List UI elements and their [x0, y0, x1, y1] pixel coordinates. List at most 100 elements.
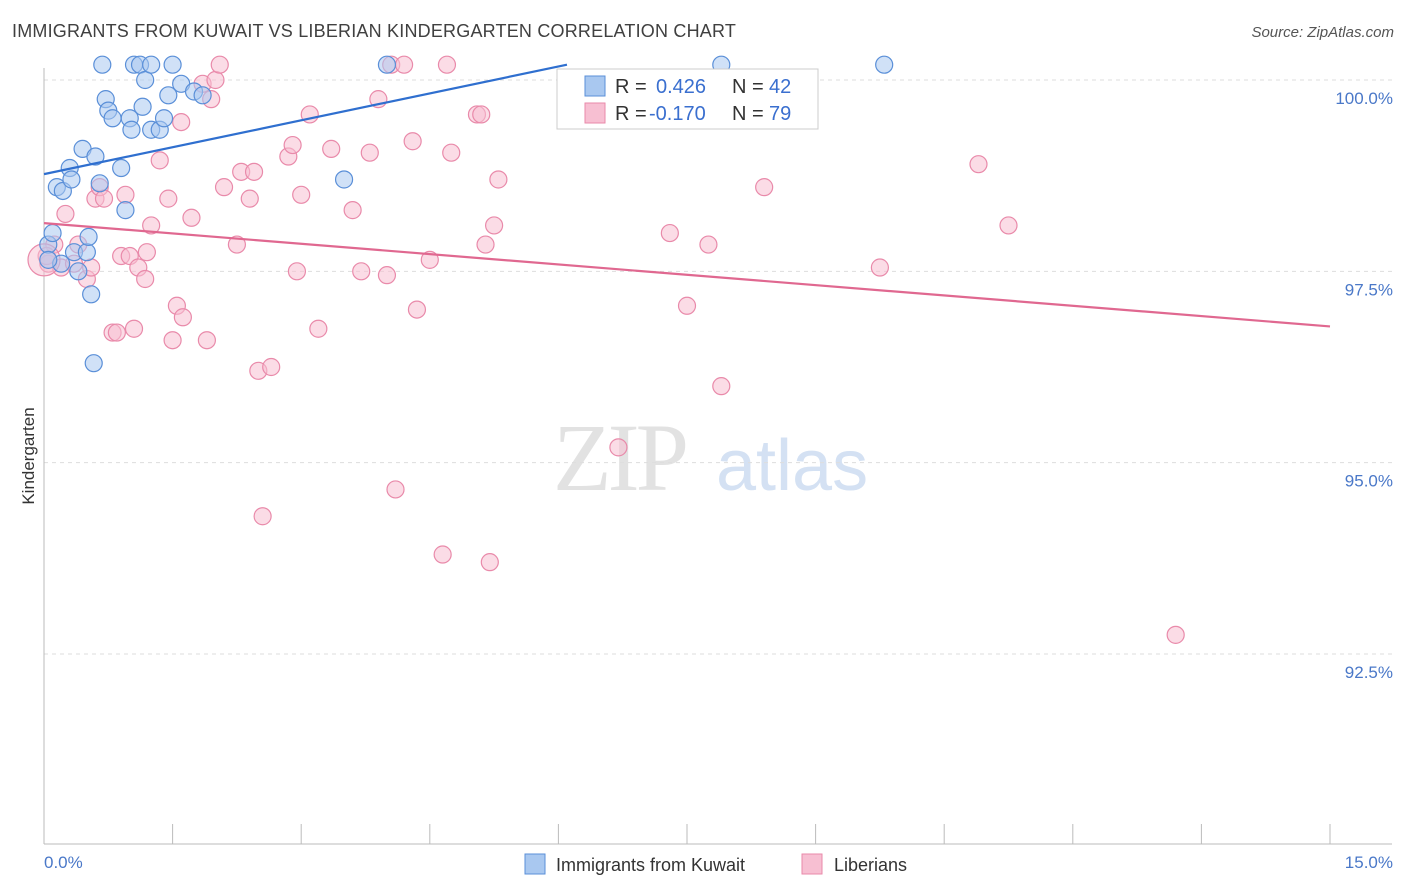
- kuwait-point-6: [62, 170, 81, 189]
- legend-liberians-swatch: [801, 853, 823, 875]
- kuwait-r-label: R =: [615, 76, 647, 98]
- legend-kuwait-label: Immigrants from Kuwait: [556, 855, 745, 875]
- kuwait-swatch: [584, 75, 606, 97]
- liberians-point-65: [480, 553, 499, 572]
- kuwait-point-23: [122, 120, 141, 139]
- kuwait-point-40: [875, 55, 894, 74]
- liberians-point-37: [244, 162, 264, 181]
- liberians-point-27: [182, 208, 201, 227]
- y-tick-labels: 100.0% 97.5% 95.0% 92.5%: [1335, 89, 1393, 682]
- liberians-point-56: [403, 132, 422, 151]
- y-tick-label-3: 92.5%: [1345, 663, 1393, 682]
- liberians-points: [27, 55, 1185, 644]
- liberians-point-69: [660, 223, 679, 243]
- liberians-point-73: [755, 178, 774, 197]
- kuwait-point-31: [154, 109, 174, 128]
- liberians-point-42: [283, 135, 302, 155]
- liberians-point-60: [437, 55, 457, 74]
- kuwait-trend-line: [43, 63, 568, 176]
- liberians-point-76: [999, 216, 1018, 235]
- kuwait-point-11: [79, 227, 98, 246]
- liberians-point-63: [472, 105, 491, 124]
- liberians-point-44: [292, 185, 311, 204]
- x-tick-label-0: 0.0%: [44, 853, 83, 872]
- kuwait-point-16: [93, 55, 112, 74]
- liberians-point-71: [699, 235, 718, 254]
- watermark-zip: ZIP: [553, 404, 686, 511]
- kuwait-point-21: [116, 201, 135, 220]
- liberians-point-54: [386, 480, 405, 499]
- liberians-point-49: [352, 262, 371, 281]
- chart-title: IMMIGRANTS FROM KUWAIT VS LIBERIAN KINDE…: [12, 21, 737, 41]
- liberians-point-20: [142, 216, 161, 235]
- liberians-point-47: [322, 139, 341, 158]
- liberians-point-12: [107, 323, 126, 342]
- liberians-point-70: [677, 296, 697, 315]
- liberians-point-29: [197, 331, 216, 350]
- kuwait-point-1: [43, 223, 62, 243]
- kuwait-point-19: [103, 109, 122, 128]
- kuwait-r-value: 0.426: [656, 76, 706, 98]
- liberians-point-19: [137, 243, 156, 262]
- liberians-swatch: [584, 102, 606, 124]
- liberians-point-22: [159, 189, 178, 208]
- y-tick-label-1: 97.5%: [1345, 280, 1393, 299]
- liberians-point-72: [712, 377, 731, 396]
- legend-liberians-label: Liberians: [834, 855, 907, 875]
- liberians-point-58: [420, 250, 439, 269]
- kuwait-point-33: [163, 55, 182, 74]
- liberians-n-label: N =: [732, 103, 764, 125]
- kuwait-point-26: [133, 97, 152, 116]
- kuwait-point-20: [112, 158, 131, 178]
- liberians-point-57: [407, 300, 427, 319]
- y-tick-label-2: 95.0%: [1345, 472, 1393, 491]
- liberians-point-16: [124, 319, 144, 338]
- kuwait-points: [39, 55, 894, 373]
- liberians-point-26: [173, 308, 192, 327]
- liberians-point-50: [360, 143, 379, 162]
- kuwait-point-27: [136, 70, 155, 90]
- source-label: Source: ZipAtlas.com: [1251, 24, 1394, 41]
- watermark-atlas: atlas: [716, 426, 868, 506]
- liberians-point-46: [309, 319, 328, 338]
- liberians-point-64: [476, 235, 495, 254]
- kuwait-point-8: [69, 262, 88, 281]
- kuwait-n-value: 42: [769, 76, 791, 98]
- y-tick-label-0: 100.0%: [1335, 89, 1393, 108]
- liberians-point-32: [210, 55, 229, 74]
- liberians-point-68: [609, 438, 628, 457]
- y-axis-title: Kindergarten: [19, 407, 38, 504]
- liberians-point-14: [116, 185, 135, 204]
- liberians-point-36: [240, 189, 259, 208]
- liberians-trend-line: [43, 222, 1331, 328]
- x-tick-label-1: 15.0%: [1345, 853, 1393, 872]
- liberians-point-77: [1166, 625, 1185, 644]
- liberians-point-23: [163, 331, 182, 350]
- liberians-point-52: [377, 266, 397, 285]
- liberians-point-39: [253, 507, 272, 526]
- liberians-n-value: 79: [769, 103, 791, 125]
- liberians-r-label: R =: [615, 103, 647, 125]
- kuwait-point-14: [86, 147, 105, 166]
- liberians-point-33: [214, 178, 234, 197]
- liberians-point-3: [56, 204, 75, 224]
- kuwait-point-36: [193, 86, 212, 105]
- liberians-point-43: [287, 262, 307, 281]
- liberians-point-67: [489, 170, 508, 189]
- kuwait-point-38: [377, 55, 397, 74]
- liberians-point-61: [442, 143, 461, 162]
- legend-kuwait-swatch: [524, 853, 546, 875]
- liberians-point-66: [485, 216, 504, 235]
- stats-legend: R = 0.426 N = 42 R = -0.170 N = 79: [556, 68, 819, 130]
- kuwait-point-37: [334, 170, 354, 189]
- x-ticks: 0.0% 15.0%: [43, 824, 1393, 872]
- kuwait-n-label: N =: [732, 76, 764, 98]
- kuwait-point-12: [82, 285, 101, 304]
- axes: [43, 68, 1392, 845]
- series-legend: Immigrants from Kuwait Liberians: [524, 853, 907, 875]
- kuwait-point-28: [142, 55, 161, 74]
- liberians-point-18: [136, 269, 155, 289]
- kuwait-point-15: [90, 174, 109, 193]
- liberians-point-31: [206, 70, 225, 90]
